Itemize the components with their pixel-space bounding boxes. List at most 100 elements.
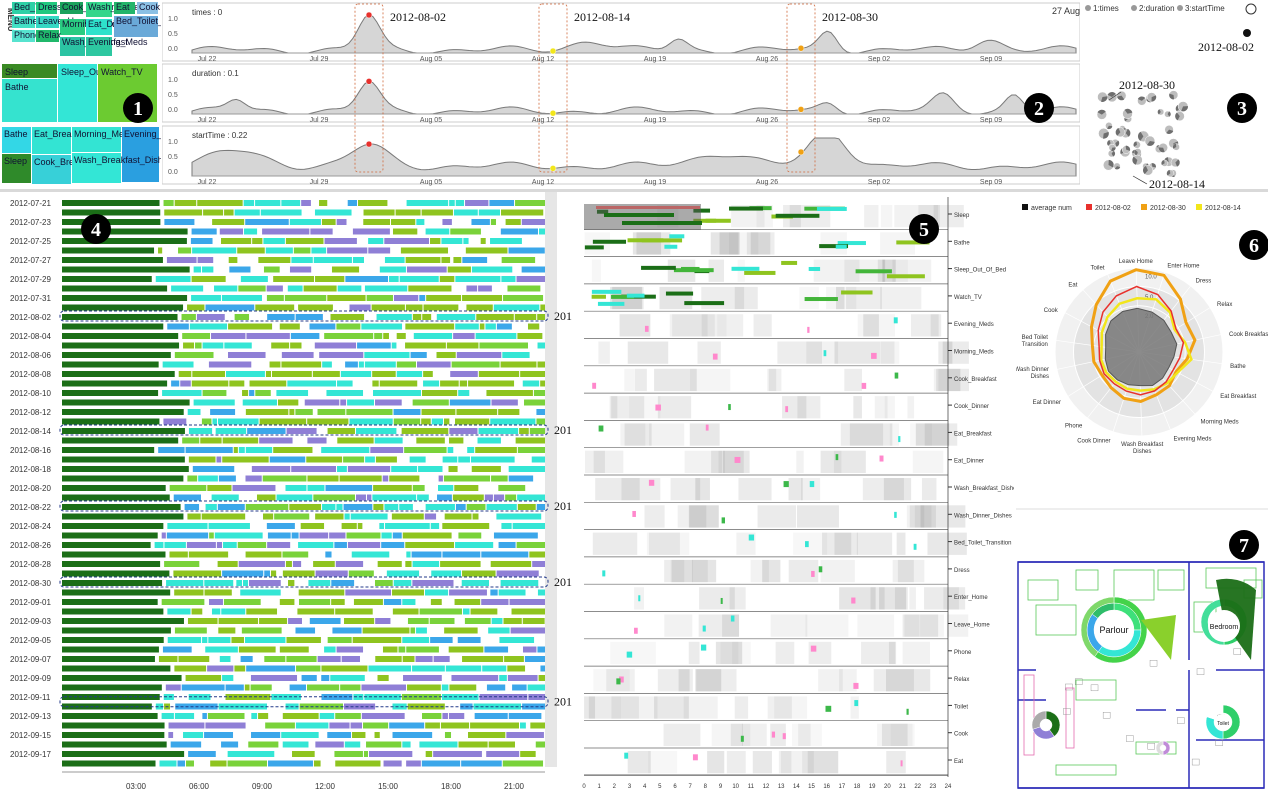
treemap-cell[interactable]: Sleep — [2, 154, 31, 183]
day-row[interactable] — [62, 266, 545, 273]
scatter-glyph[interactable] — [1142, 165, 1154, 176]
highlight-dot[interactable] — [549, 165, 557, 172]
day-row[interactable] — [62, 447, 545, 453]
day-row[interactable] — [62, 428, 545, 434]
radar-svg[interactable]: average num 2012-08-02 2012-08-30 2012-08-1… — [1016, 192, 1268, 510]
day-row[interactable] — [62, 551, 545, 558]
activity-row[interactable]: Wash_Breakfast_Dishes — [584, 478, 1014, 503]
day-row[interactable] — [62, 380, 545, 387]
day-row[interactable] — [62, 295, 544, 301]
radar-series-2012-08-30[interactable] — [1089, 268, 1197, 404]
activity-row[interactable]: Evening_Meds — [584, 314, 994, 339]
day-row[interactable] — [62, 760, 544, 767]
daily-timeline-svg[interactable]: 2012-07-212012-07-232012-07-252012-07-27… — [0, 192, 572, 793]
day-row[interactable] — [62, 741, 545, 748]
treemap-cell[interactable]: Cook — [137, 2, 161, 14]
scatter-glyph[interactable] — [1144, 135, 1156, 147]
treemap-cell[interactable]: Bathe — [12, 16, 38, 28]
day-row[interactable] — [62, 599, 545, 605]
day-row[interactable] — [62, 399, 545, 406]
day-row[interactable] — [62, 323, 540, 330]
sensor[interactable] — [1063, 708, 1071, 715]
activity-row[interactable]: Sleep_Out_Of_Bed — [584, 259, 1006, 285]
activity-row[interactable]: Toilet — [584, 696, 968, 722]
day-row[interactable] — [62, 570, 539, 577]
day-row[interactable] — [62, 209, 544, 216]
day-row[interactable] — [62, 456, 545, 463]
day-row[interactable] — [62, 494, 545, 501]
day-row[interactable] — [62, 751, 536, 757]
highlight-dot[interactable] — [365, 140, 373, 148]
scatter-glyph[interactable] — [1108, 144, 1116, 152]
treemap-cell[interactable]: Eat_Breakfast — [32, 127, 91, 154]
day-row[interactable] — [62, 390, 545, 396]
scatter-svg[interactable]: 1:times 2:duration 3:startTime2012-08-0220… — [1081, 0, 1268, 188]
day-row[interactable] — [62, 466, 545, 472]
activity-row[interactable]: Wash_Dinner_Dishes — [584, 505, 1012, 530]
scatter-glyph[interactable] — [1177, 101, 1189, 112]
scatter-glyph[interactable] — [1146, 92, 1157, 102]
day-row[interactable] — [62, 532, 538, 539]
sensor[interactable] — [1191, 758, 1200, 766]
scatter-glyph[interactable] — [1164, 110, 1171, 118]
radar-series-2012-08-14[interactable] — [1099, 297, 1193, 392]
highlight-dot[interactable] — [797, 106, 805, 113]
toilet-donut[interactable] — [1205, 704, 1241, 740]
menu-label[interactable]: MENU — [6, 8, 15, 32]
treemap-cell[interactable]: Morning_Meds — [72, 127, 134, 152]
treemap-cell[interactable]: Bathe — [2, 127, 31, 153]
day-row[interactable] — [62, 561, 545, 567]
parlour-donut-outer[interactable] — [1080, 596, 1148, 664]
sensor[interactable] — [1177, 717, 1185, 724]
day-row[interactable] — [62, 542, 545, 548]
highlight-dot[interactable] — [797, 44, 805, 52]
kitchen-donut[interactable] — [1031, 710, 1061, 740]
day-row[interactable] — [62, 304, 545, 311]
highlight-dot[interactable] — [549, 109, 557, 117]
room-label[interactable]: Parlour — [1099, 625, 1128, 635]
sensor[interactable] — [1074, 678, 1083, 685]
scroll-track[interactable] — [545, 192, 557, 767]
activity-row[interactable]: Relax — [584, 669, 969, 694]
day-row[interactable] — [62, 580, 539, 586]
day-row[interactable] — [62, 523, 545, 529]
scatter-glyph[interactable] — [1113, 162, 1121, 170]
entry-donut[interactable] — [1155, 740, 1171, 756]
day-row[interactable] — [62, 276, 545, 282]
treemap-cell[interactable]: Cook_Breakfast — [32, 155, 99, 184]
activity-row[interactable]: Enter_Home — [584, 587, 988, 612]
day-row[interactable] — [62, 352, 530, 358]
highlight-dot[interactable] — [797, 148, 805, 156]
scatter-glyph[interactable] — [1133, 141, 1141, 149]
day-row[interactable] — [62, 200, 545, 206]
scatter-glyph[interactable] — [1096, 109, 1107, 120]
day-row[interactable] — [62, 627, 545, 634]
activity-row[interactable]: Morning_Meds — [584, 341, 994, 367]
day-row[interactable] — [62, 722, 545, 729]
day-row[interactable] — [62, 228, 545, 235]
sensor[interactable] — [1065, 683, 1073, 691]
day-row[interactable] — [62, 219, 545, 225]
scatter-glyph[interactable] — [1107, 149, 1116, 158]
treemap-cell[interactable]: Wash_Breakfast_Dishes — [72, 153, 161, 183]
treemap-cell[interactable]: Bed_Toilet_Tra — [114, 16, 161, 37]
radar-series-2012-08-02[interactable] — [1097, 285, 1185, 396]
activity-row[interactable]: Eat — [584, 751, 963, 776]
day-row[interactable] — [62, 333, 543, 339]
day-row[interactable] — [62, 675, 545, 681]
day-row[interactable] — [62, 713, 542, 719]
activity-row[interactable]: Dress — [584, 559, 970, 585]
room-label[interactable]: Toilet — [1217, 721, 1229, 727]
day-row[interactable] — [62, 665, 545, 672]
treemap-cell[interactable]: Relax — [36, 30, 62, 42]
activity-row[interactable]: Bathe — [584, 232, 970, 257]
scatter-glyph[interactable] — [1098, 128, 1110, 139]
treemap-cell[interactable]: Sleep — [2, 64, 57, 78]
day-row[interactable] — [62, 656, 545, 662]
day-row[interactable] — [62, 247, 545, 254]
scatter-glyph[interactable] — [1166, 169, 1175, 178]
scatter-glyph[interactable] — [1105, 122, 1113, 130]
